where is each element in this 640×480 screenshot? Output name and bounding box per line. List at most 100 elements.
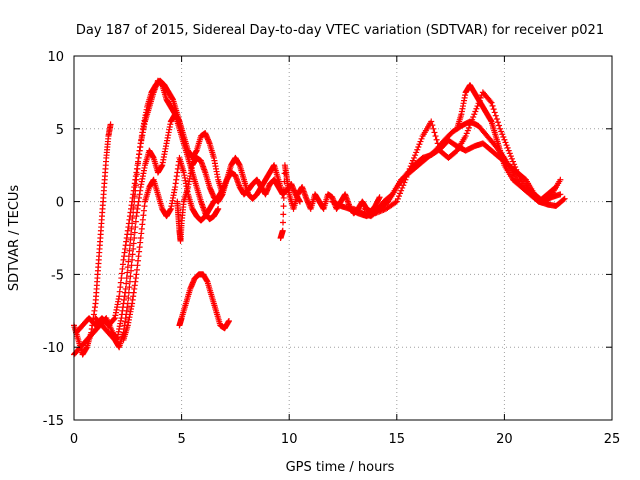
point-marker xyxy=(125,295,132,302)
point-marker xyxy=(130,245,137,252)
point-marker xyxy=(107,121,114,128)
point-marker xyxy=(402,176,409,183)
point-marker xyxy=(122,285,129,292)
point-marker xyxy=(469,116,476,123)
point-marker xyxy=(510,158,517,165)
point-marker xyxy=(429,122,436,129)
point-marker xyxy=(489,102,496,109)
point-marker xyxy=(511,161,518,168)
point-marker xyxy=(408,160,415,167)
point-marker xyxy=(506,150,513,157)
point-marker xyxy=(432,133,439,140)
point-marker xyxy=(508,155,515,162)
point-marker xyxy=(127,236,134,243)
chart-title: Day 187 of 2015, Sidereal Day-to-day VTE… xyxy=(76,23,604,38)
point-marker xyxy=(127,273,134,280)
series-arc7 xyxy=(176,271,232,332)
point-marker xyxy=(126,278,133,285)
point-marker xyxy=(465,124,472,131)
point-marker xyxy=(280,203,287,210)
point-marker xyxy=(400,182,407,189)
point-marker xyxy=(430,125,437,132)
point-marker xyxy=(500,133,507,140)
point-marker xyxy=(468,119,475,126)
y-tick-label: 0 xyxy=(56,196,64,211)
point-marker xyxy=(129,251,136,258)
point-marker xyxy=(406,165,413,172)
tick-labels: 0 5 10 15 20 25 -15 -10 -5 0 5 10 xyxy=(43,50,621,447)
point-marker xyxy=(491,109,498,116)
point-marker xyxy=(405,168,412,175)
x-tick-label: 25 xyxy=(604,432,621,447)
point-marker xyxy=(557,176,564,183)
point-marker xyxy=(409,157,416,164)
point-marker xyxy=(513,166,520,173)
point-marker xyxy=(435,144,442,150)
point-marker xyxy=(280,194,287,201)
y-tick-label: 10 xyxy=(47,50,64,65)
series-arc12 xyxy=(454,82,560,205)
point-marker xyxy=(225,317,232,324)
point-marker xyxy=(498,128,505,135)
y-tick-label: 5 xyxy=(56,123,64,138)
point-marker xyxy=(504,144,511,151)
point-marker xyxy=(280,219,287,226)
point-marker xyxy=(132,218,139,225)
point-marker xyxy=(412,152,419,159)
point-marker xyxy=(411,154,418,161)
point-marker xyxy=(490,106,497,113)
point-marker xyxy=(464,127,471,134)
point-marker xyxy=(415,144,422,150)
point-marker xyxy=(401,179,408,186)
y-tick-label: -15 xyxy=(43,414,64,429)
point-marker xyxy=(492,112,499,119)
point-marker xyxy=(403,174,410,181)
x-tick-label: 5 xyxy=(177,432,185,447)
point-marker xyxy=(470,113,477,120)
point-marker xyxy=(123,280,130,287)
point-marker xyxy=(462,133,469,140)
point-marker xyxy=(376,194,383,201)
point-marker xyxy=(503,142,510,149)
point-marker xyxy=(473,105,480,112)
point-marker xyxy=(561,195,568,202)
point-marker xyxy=(416,141,423,148)
point-marker xyxy=(130,240,137,247)
point-marker xyxy=(126,247,133,254)
point-marker xyxy=(129,256,136,263)
point-marker xyxy=(404,171,411,178)
x-tick-label: 10 xyxy=(281,432,298,447)
point-marker xyxy=(394,195,401,202)
point-marker xyxy=(505,147,512,154)
point-marker xyxy=(215,205,222,212)
point-marker xyxy=(434,140,441,147)
x-tick-label: 0 xyxy=(70,432,78,447)
point-marker xyxy=(397,190,404,197)
point-marker xyxy=(472,108,479,115)
x-axis-label: GPS time / hours xyxy=(286,460,395,475)
point-marker xyxy=(123,275,130,282)
point-marker xyxy=(399,184,406,191)
y-tick-label: -10 xyxy=(43,341,64,356)
point-marker xyxy=(280,211,287,218)
grid-lines xyxy=(74,56,612,420)
point-marker xyxy=(124,264,131,271)
y-tick-label: -5 xyxy=(51,268,64,283)
point-marker xyxy=(501,136,508,143)
point-marker xyxy=(393,198,400,205)
point-marker xyxy=(428,118,435,125)
point-marker xyxy=(111,315,118,322)
point-marker xyxy=(557,191,564,198)
point-marker xyxy=(466,122,473,129)
point-marker xyxy=(125,258,132,265)
point-marker xyxy=(392,199,399,206)
point-marker xyxy=(128,267,135,274)
point-marker xyxy=(407,163,414,170)
point-marker xyxy=(433,136,440,143)
point-marker xyxy=(281,186,288,193)
point-marker xyxy=(431,129,438,136)
point-marker xyxy=(493,115,500,122)
point-marker xyxy=(551,184,558,191)
point-marker xyxy=(414,146,421,153)
